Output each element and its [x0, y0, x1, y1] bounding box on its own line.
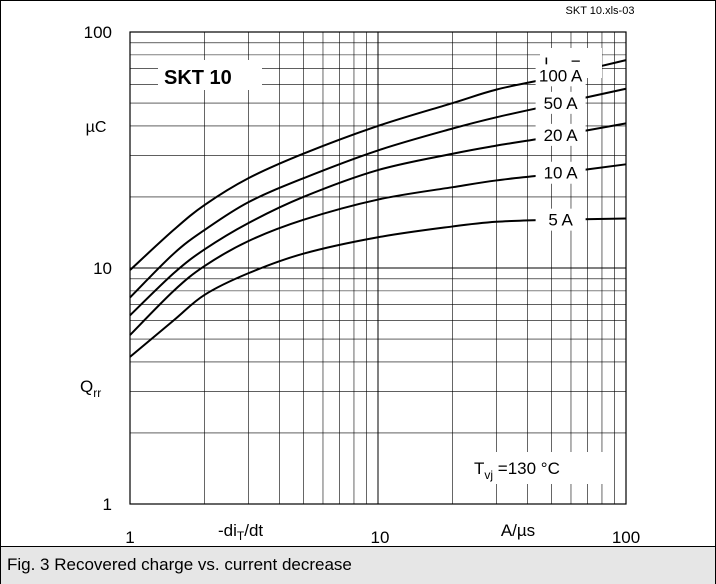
title-background — [158, 60, 262, 90]
x-tick-label: 10 — [371, 528, 390, 547]
series-label-bg — [535, 123, 586, 146]
condition-main: T — [474, 459, 484, 478]
y-tick-label: 1 — [103, 495, 112, 514]
source-tag: SKT 10.xls-03 — [566, 5, 635, 17]
caption-bar: Fig. 3 Recovered charge vs. current decr… — [1, 546, 715, 584]
series-label-bg — [535, 64, 586, 87]
x-axis-label-main: -di — [218, 521, 237, 540]
condition-sub: vj — [484, 468, 493, 482]
x-unit-label: A/µs — [501, 521, 535, 540]
y-axis-label-sub: rr — [93, 386, 101, 400]
grid-layer — [130, 32, 626, 504]
series-label-bg — [535, 161, 586, 184]
series-layer — [129, 59, 627, 358]
series-line-3 — [129, 163, 627, 336]
x-axis-label-tail: /dt — [244, 521, 263, 540]
x-tick-label: 100 — [612, 528, 640, 547]
y-axis-label-main: Q — [80, 377, 93, 396]
series-label: 100 A — [539, 66, 583, 85]
y-tick-label: 100 — [84, 23, 112, 42]
legend-title-main: I — [544, 54, 549, 73]
x-tick-labels: 1 10 100 — [125, 528, 640, 547]
y-axis-label: Qrr — [80, 377, 101, 400]
series-labels: 100 A 50 A 20 A 10 A 5 A — [535, 64, 586, 231]
x-tick-label: 1 — [125, 528, 134, 547]
chart-title: SKT 10 — [164, 67, 232, 89]
series-label: 50 A — [544, 94, 579, 113]
y-tick-labels: 100 10 1 — [84, 23, 112, 514]
plot-border — [129, 31, 627, 505]
figure-caption: Fig. 3 Recovered charge vs. current decr… — [7, 555, 352, 574]
series-label-bg — [535, 91, 586, 114]
y-tick-label: 10 — [93, 259, 112, 278]
series-line-2 — [129, 122, 627, 317]
x-axis-label-sub: T — [237, 529, 245, 543]
series-line-1 — [129, 87, 627, 299]
x-axis-label: -diT/dt — [218, 521, 263, 543]
series-line-0 — [129, 59, 627, 271]
y-unit-label: µC — [86, 119, 107, 136]
condition-background — [470, 452, 610, 484]
series-label: 5 A — [548, 211, 573, 230]
condition-label: Tvj =130 °C — [474, 459, 560, 482]
series-label: 20 A — [544, 126, 579, 145]
series-label: 10 A — [544, 164, 579, 183]
condition-tail: =130 °C — [493, 459, 560, 478]
series-line-4 — [129, 217, 627, 358]
series-label-bg — [535, 208, 586, 231]
